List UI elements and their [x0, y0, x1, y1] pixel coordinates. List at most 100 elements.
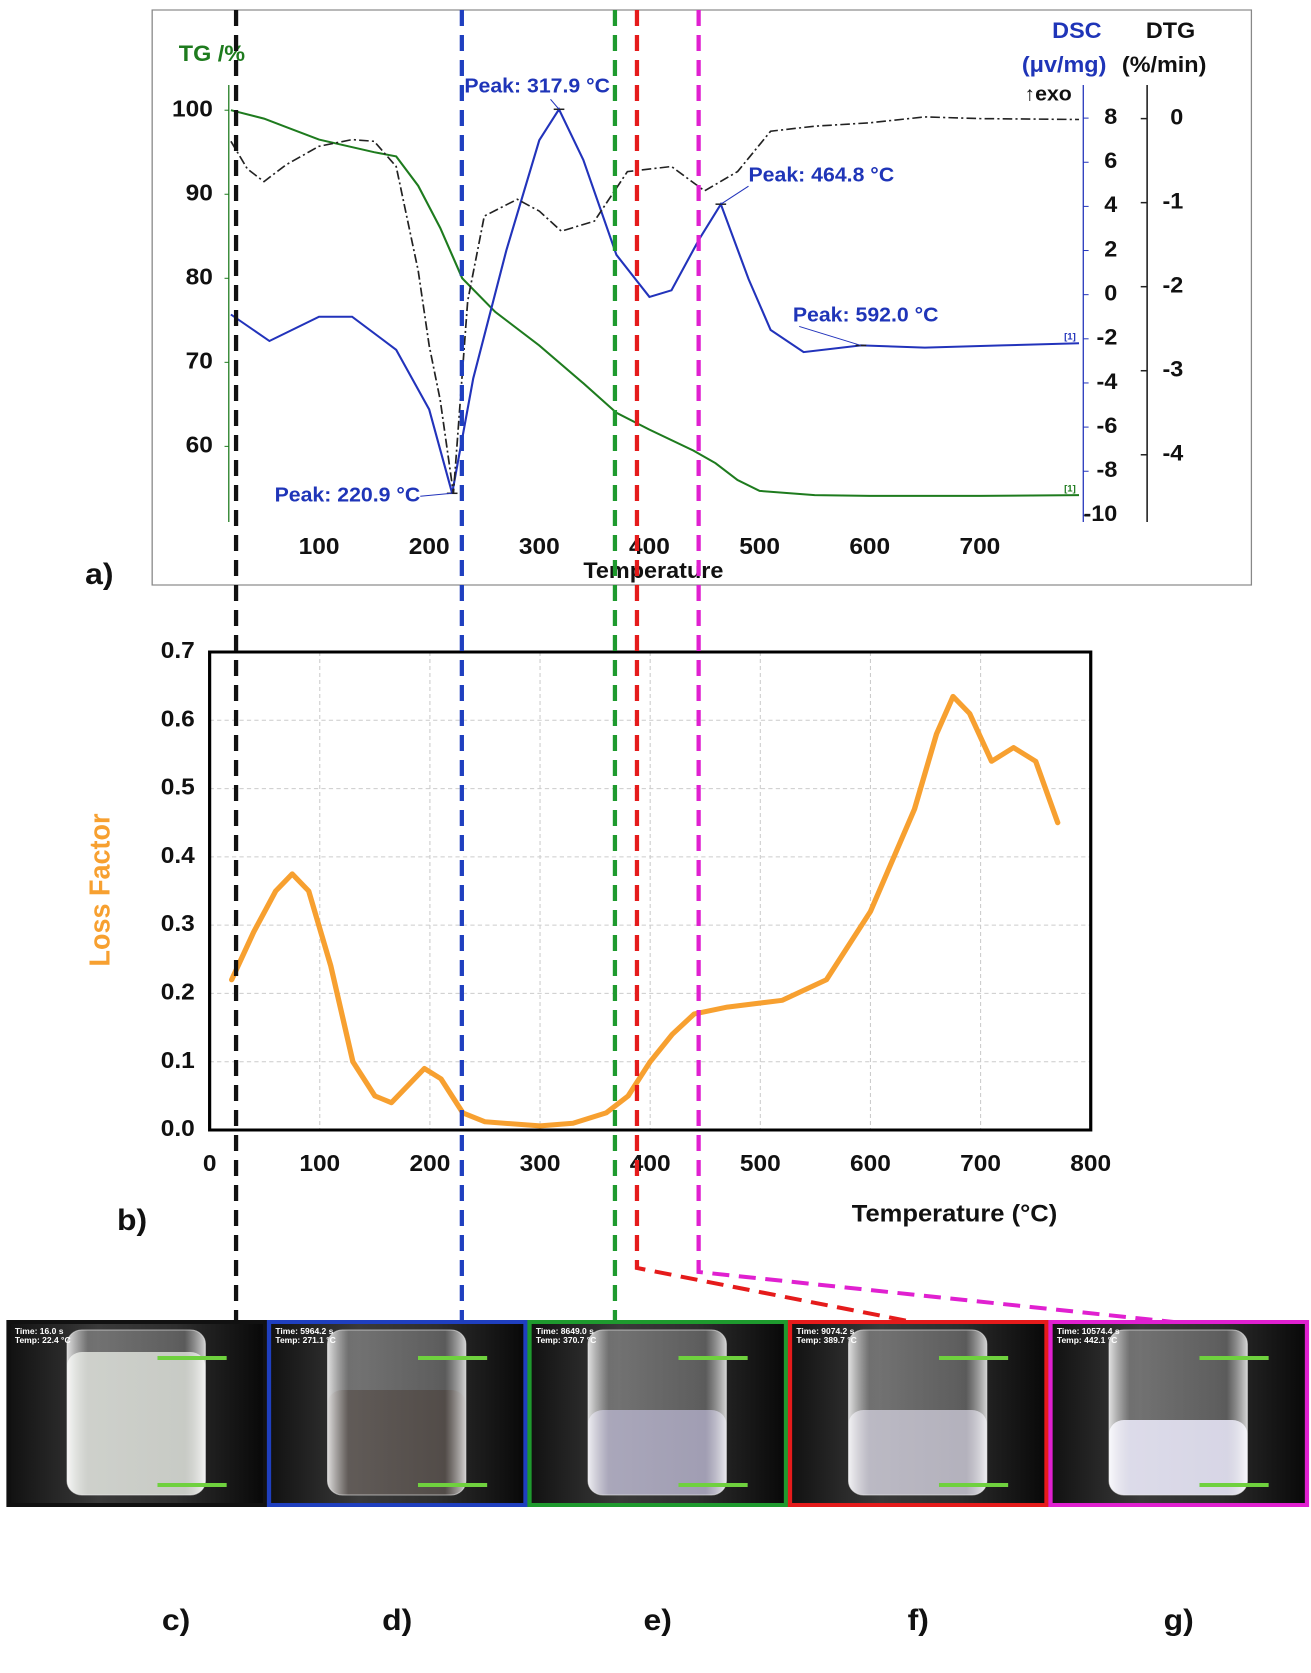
y2-tick-label: -10: [1083, 501, 1117, 526]
x-axis-title: Temperature (°C): [852, 1201, 1057, 1227]
photo-frame: [6, 1320, 268, 1507]
series-line: [230, 116, 1080, 494]
y2-tick-label: 8: [1104, 104, 1117, 129]
x-tick-label: 600: [849, 535, 890, 560]
y3-tick-label: -4: [1163, 440, 1184, 465]
photo-frame: [1048, 1320, 1310, 1507]
y2-tick-label: -2: [1097, 324, 1118, 349]
photo-frame: [266, 1320, 528, 1507]
y2-tick-label: -8: [1097, 457, 1118, 482]
series-line: [230, 107, 1080, 494]
y-tick-label: 100: [172, 97, 213, 122]
y-tick-label: 0.5: [161, 775, 195, 800]
guide-line: [634, 10, 914, 1324]
y2-axis-title: DSC: [1052, 17, 1101, 42]
y-tick-label: 0.1: [161, 1048, 195, 1073]
x-tick-label: 300: [519, 535, 560, 560]
leader-line: [550, 98, 560, 110]
x-tick-label: 300: [520, 1152, 561, 1177]
series-line: [228, 693, 1061, 1129]
vial-glass: [327, 1329, 467, 1496]
x-tick-label: 700: [959, 535, 1000, 560]
x-tick-label: 200: [409, 535, 450, 560]
photo-label: e): [644, 1603, 672, 1637]
photo-frame: [787, 1320, 1049, 1507]
series-line: [230, 109, 1080, 497]
y3-axis-title: (%/min): [1122, 51, 1206, 76]
photo-temp: Temp: 22.4 °C: [15, 1336, 71, 1345]
annotation: Peak: 317.9 °C: [464, 75, 610, 97]
photo-time: Time: 16.0 s: [15, 1327, 64, 1336]
vial-glass: [587, 1329, 727, 1496]
vial-glass: [1108, 1329, 1248, 1496]
panel-label: a): [85, 557, 113, 591]
y2-tick-label: -4: [1097, 368, 1118, 393]
vial-glass: [847, 1329, 988, 1496]
photo-temp: Temp: 271.1 °C: [275, 1336, 335, 1345]
annotation: Peak: 220.9 °C: [275, 484, 421, 506]
y2-tick-label: 6: [1104, 148, 1117, 173]
y2-note: ↑exo: [1025, 83, 1072, 105]
x-axis-title: Temperature: [583, 557, 723, 582]
photo-frame: [527, 1320, 789, 1507]
x-tick-label: 500: [739, 535, 780, 560]
y3-tick-label: 0: [1170, 104, 1183, 129]
photo-label: g): [1164, 1603, 1194, 1637]
y2-tick-label: -6: [1097, 413, 1118, 438]
x-tick-label: 700: [960, 1152, 1001, 1177]
y-tick-label: 60: [186, 433, 213, 458]
x-tick-label: 0: [203, 1152, 217, 1177]
y-axis-title: Loss Factor: [84, 813, 116, 966]
end-label: [1]: [1064, 484, 1076, 494]
x-tick-label: 500: [740, 1152, 781, 1177]
y-tick-label: 70: [186, 349, 213, 374]
y2-tick-label: 4: [1104, 192, 1117, 217]
x-tick-label: 800: [1070, 1152, 1111, 1177]
photo-temp: Temp: 370.7 °C: [536, 1336, 596, 1345]
y-tick-label: 0.2: [161, 980, 195, 1005]
leader-line: [799, 325, 862, 346]
photo-time: Time: 5964.2 s: [275, 1327, 333, 1336]
photo-time: Time: 10574.4 s: [1057, 1327, 1120, 1336]
photo-label: c): [162, 1603, 190, 1637]
photo-temp: Temp: 442.1 °C: [1057, 1336, 1117, 1345]
photo-label: f): [908, 1603, 929, 1637]
y-tick-label: 0.4: [161, 844, 196, 869]
leader-line: [720, 185, 749, 205]
y2-tick-label: 0: [1104, 280, 1117, 305]
y-tick-label: 80: [186, 265, 213, 290]
y2-tick-label: 2: [1104, 236, 1117, 261]
y-tick-label: 0.0: [161, 1117, 195, 1142]
photo-time: Time: 9074.2 s: [796, 1327, 854, 1336]
panel-label: b): [117, 1203, 147, 1237]
y3-tick-label: -2: [1163, 272, 1184, 297]
y-tick-label: 90: [186, 181, 213, 206]
y2-axis-title: (μv/mg): [1022, 51, 1107, 76]
guide-line: [696, 10, 1174, 1324]
vial-glass: [66, 1329, 206, 1496]
x-tick-label: 100: [299, 535, 340, 560]
x-tick-label: 100: [299, 1152, 340, 1177]
x-tick-label: 200: [409, 1152, 450, 1177]
y3-axis-title: DTG: [1146, 17, 1195, 42]
x-tick-label: 600: [850, 1152, 891, 1177]
panel-frame: [151, 9, 1253, 586]
photo-label: d): [382, 1603, 412, 1637]
photo-temp: Temp: 389.7 °C: [796, 1336, 856, 1345]
end-label: [1]: [1064, 332, 1076, 342]
leader-line: [420, 492, 453, 497]
annotation: Peak: 592.0 °C: [793, 304, 939, 326]
y-tick-label: 0.6: [161, 707, 195, 732]
y3-tick-label: -3: [1163, 356, 1184, 381]
annotation: Peak: 464.8 °C: [749, 164, 895, 186]
plot-frame: [208, 650, 1093, 1132]
photo-time: Time: 8649.0 s: [536, 1327, 594, 1336]
y3-tick-label: -1: [1163, 188, 1184, 213]
y-tick-label: 0.7: [161, 639, 195, 664]
y-tick-label: 0.3: [161, 912, 195, 937]
